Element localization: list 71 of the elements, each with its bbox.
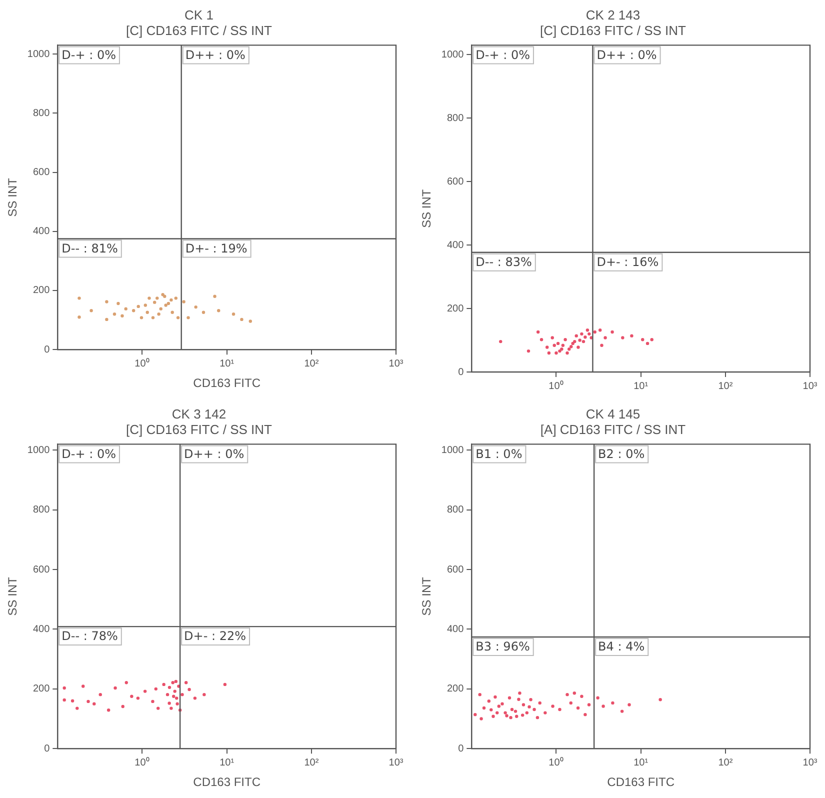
x-tick-label: 10³ xyxy=(388,757,404,768)
y-tick-label: 200 xyxy=(32,285,50,296)
x-tick-label: 10¹ xyxy=(220,757,235,768)
annotation: B3 : 96% xyxy=(476,640,530,654)
y-tick-label: 600 xyxy=(32,167,50,178)
y-tick-label: 800 xyxy=(446,112,464,124)
y-tick-label: 0 xyxy=(44,344,50,356)
annotation: D-- : 83% xyxy=(476,255,532,270)
y-tick-label: 200 xyxy=(32,684,50,695)
x-tick-label: 10² xyxy=(718,757,734,768)
annotation: D-+ : 0% xyxy=(62,446,116,461)
x-tick-label: 10³ xyxy=(802,757,818,768)
annotation: D+- : 19% xyxy=(185,241,248,256)
y-tick-label: 0 xyxy=(458,743,464,754)
chart-title: CK 4 145 xyxy=(586,406,640,422)
y-tick-label: 400 xyxy=(32,624,50,635)
y-tick-label: 400 xyxy=(446,240,464,251)
y-tick-label: 1000 xyxy=(441,49,464,60)
y-tick-label: 400 xyxy=(446,624,464,635)
x-tick-label: 10⁰ xyxy=(548,756,564,768)
y-tick-label: 200 xyxy=(446,303,464,314)
y-tick-label: 800 xyxy=(446,504,464,516)
y-tick-label: 200 xyxy=(446,684,464,695)
annotation: D-+ : 0% xyxy=(476,48,530,62)
annotation: D+- : 16% xyxy=(596,255,659,270)
x-tick-label: 10² xyxy=(304,757,320,768)
y-tick-label: 1000 xyxy=(27,48,50,60)
annotation: D++ : 0% xyxy=(185,48,246,62)
x-tick-label: 10⁰ xyxy=(134,357,150,370)
y-tick-label: 600 xyxy=(446,564,464,576)
x-tick-label: 10² xyxy=(304,358,320,370)
y-axis-title: SS INT xyxy=(420,576,434,616)
chart-subtitle: [C] CD163 FITC / SS INT xyxy=(126,22,272,38)
y-tick-label: 800 xyxy=(32,504,50,516)
y-tick-label: 400 xyxy=(32,226,50,238)
x-tick-label: 10¹ xyxy=(634,757,649,768)
x-tick-label: 10³ xyxy=(388,358,404,370)
x-tick-label: 10² xyxy=(718,380,734,392)
y-tick-label: 1000 xyxy=(441,444,464,456)
chart-title: CK 1 xyxy=(184,7,214,22)
x-tick-label: 10⁰ xyxy=(134,756,150,768)
x-axis-title: CD163 FITC xyxy=(607,775,675,790)
y-tick-label: 600 xyxy=(32,564,50,576)
x-tick-label: 10³ xyxy=(802,380,818,392)
chart-subtitle: [C] CD163 FITC / SS INT xyxy=(540,22,686,38)
x-axis-title: CD163 FITC xyxy=(193,775,261,790)
y-tick-label: 0 xyxy=(44,743,50,754)
annotation: B1 : 0% xyxy=(476,446,522,461)
y-axis-title: SS INT xyxy=(6,177,20,217)
annotation: B4 : 4% xyxy=(598,640,645,654)
annotation: D+- : 22% xyxy=(184,629,246,644)
x-tick-label: 10¹ xyxy=(634,380,649,392)
chart-title: CK 3 142 xyxy=(172,406,226,422)
annotation: D-+ : 0% xyxy=(62,48,116,62)
x-tick-label: 10⁰ xyxy=(548,380,564,392)
chart-title: CK 2 143 xyxy=(586,7,640,22)
y-axis-title: SS INT xyxy=(6,576,20,616)
annotation: B2 : 0% xyxy=(598,446,645,461)
x-axis-title: CD163 FITC xyxy=(193,376,261,390)
x-tick-label: 10¹ xyxy=(220,358,235,370)
annotation: D-- : 78% xyxy=(62,629,118,644)
chart-subtitle: [A] CD163 FITC / SS INT xyxy=(540,422,686,437)
annotation: D-- : 81% xyxy=(62,241,118,256)
y-tick-label: 600 xyxy=(446,176,464,188)
y-tick-label: 0 xyxy=(458,366,464,378)
y-tick-label: 800 xyxy=(32,108,50,119)
chart-subtitle: [C] CD163 FITC / SS INT xyxy=(126,422,272,437)
y-tick-label: 1000 xyxy=(27,444,50,456)
annotation: D++ : 0% xyxy=(596,48,657,62)
annotation: D++ : 0% xyxy=(184,446,244,461)
y-axis-title: SS INT xyxy=(420,188,434,228)
